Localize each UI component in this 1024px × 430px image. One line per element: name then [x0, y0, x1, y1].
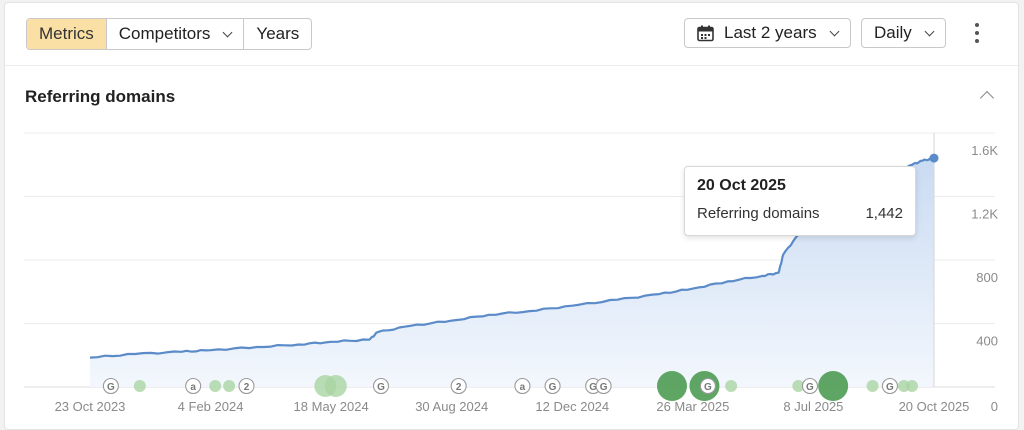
annotation-dot — [866, 380, 879, 392]
granularity-dropdown[interactable]: Daily — [861, 18, 946, 48]
annotation-dot — [818, 371, 849, 401]
section-title: Referring domains — [25, 87, 176, 106]
hover-point — [929, 153, 939, 163]
annotation-badge-label: 2 — [456, 382, 462, 393]
annotation-badge-label: G — [107, 382, 115, 393]
date-range-label: Last 2 years — [724, 23, 817, 42]
x-tick-label: 23 Oct 2023 — [55, 399, 126, 414]
annotation-badge-label: G — [886, 382, 894, 393]
annotation-badge-a-icon — [185, 377, 202, 395]
annotation-badge-g-icon — [699, 377, 716, 395]
x-tick-label: 20 Oct 2025 — [899, 399, 970, 414]
annotation-dot — [133, 380, 146, 392]
tooltip-value: 1,442 — [865, 205, 903, 222]
annotation-dot — [209, 380, 222, 392]
tab-competitors-label: Competitors — [118, 24, 211, 43]
annotation-badge-g-icon — [881, 377, 898, 395]
tab-years-label: Years — [256, 24, 300, 43]
y-tick-label: 1.6K — [971, 143, 998, 158]
kebab-menu-icon[interactable] — [974, 23, 980, 43]
annotation-dot — [905, 380, 918, 392]
annotation-dot — [223, 380, 236, 392]
y-tick-label: 0 — [991, 399, 998, 414]
annotation-dot — [792, 380, 805, 392]
tab-metrics[interactable]: Metrics — [27, 19, 107, 49]
date-range-dropdown[interactable]: Last 2 years — [684, 18, 851, 48]
y-axis: 0 400 800 1.2K 1.6K — [971, 143, 998, 414]
tooltip: 20 Oct 2025 Referring domains 1,442 — [684, 166, 916, 236]
annotation-dot — [656, 371, 687, 401]
tab-metrics-label: Metrics — [39, 24, 94, 43]
annotation-badge-g-icon — [801, 377, 819, 395]
annotation-badge-label: G — [600, 382, 608, 393]
annotation-badge-label: G — [589, 382, 597, 393]
tooltip-date: 20 Oct 2025 — [697, 177, 786, 194]
x-tick-label: 30 Aug 2024 — [415, 399, 488, 414]
tab-competitors[interactable]: Competitors — [107, 19, 245, 49]
annotation-badge-label: 2 — [244, 382, 250, 393]
view-mode-segmented-control: Metrics Competitors Years — [26, 18, 313, 50]
annotation-dot — [324, 375, 347, 397]
annotation-badge-label: G — [377, 382, 385, 393]
annotation-badge-g-icon — [595, 377, 612, 395]
tooltip-metric: Referring domains — [697, 205, 820, 222]
annotation-badge-a-icon — [514, 377, 531, 395]
annotation-dot — [725, 380, 738, 392]
area-fill — [90, 158, 934, 387]
annotation-badge-label: a — [520, 382, 526, 393]
annotation-badge-g-icon — [372, 377, 390, 395]
x-axis: 23 Oct 2023 4 Feb 2024 18 May 2024 30 Aug 2… — [55, 399, 970, 414]
y-tick-label: 800 — [976, 270, 998, 285]
annotation-badge-label: G — [704, 382, 712, 393]
annotation-badge-g-icon — [102, 377, 119, 395]
y-tick-label: 400 — [976, 334, 998, 349]
x-tick-label: 12 Dec 2024 — [535, 399, 609, 414]
granularity-label: Daily — [874, 23, 912, 42]
y-tick-label: 1.2K — [971, 207, 998, 222]
annotation-badge-2-icon — [238, 377, 255, 395]
x-tick-label: 26 Mar 2025 — [656, 399, 729, 414]
annotation-badge-label: G — [806, 382, 814, 393]
calendar-icon — [697, 25, 714, 41]
x-tick-label: 4 Feb 2024 — [178, 399, 244, 414]
annotation-badge-label: a — [190, 382, 196, 393]
toolbar: Metrics Competitors Years Last 2 years D… — [5, 3, 1018, 66]
x-tick-label: 8 Jul 2025 — [783, 399, 843, 414]
annotation-badge-g-icon — [544, 377, 561, 395]
annotation-badge-2-icon — [450, 377, 467, 395]
tooltip-row: Referring domains 1,442 — [697, 205, 903, 222]
x-tick-label: 18 May 2024 — [294, 399, 369, 414]
tab-years[interactable]: Years — [244, 19, 311, 49]
annotation-badge-label: G — [549, 382, 557, 393]
